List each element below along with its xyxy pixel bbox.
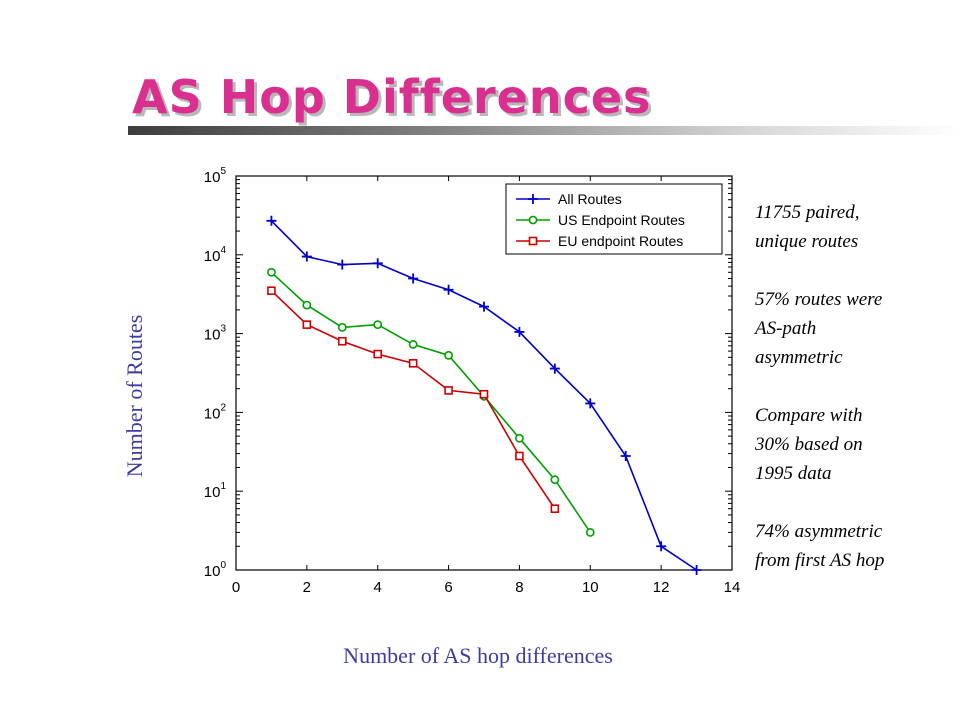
data-point-square — [528, 236, 538, 246]
note-paragraph-4: 74% asymmetric from first AS hop — [755, 517, 955, 575]
y-tick-label: 104 — [204, 245, 227, 265]
note-line: Compare with — [755, 405, 863, 426]
note-line: 30% based on — [755, 434, 863, 455]
note-paragraph-3: Compare with 30% based on 1995 data — [755, 401, 955, 488]
data-point-circle — [550, 475, 560, 485]
y-tick-label: 100 — [204, 560, 227, 580]
series-2 — [267, 267, 595, 537]
y-tick-label: 101 — [204, 481, 227, 501]
data-point-square — [302, 320, 312, 329]
note-line: from first AS hop — [755, 550, 885, 571]
notes-panel: 11755 paired, unique routes 57% routes w… — [755, 198, 955, 604]
data-point-plus — [301, 251, 312, 262]
data-point-plus — [372, 258, 383, 269]
series-3 — [267, 286, 560, 513]
note-line: 11755 paired, — [755, 202, 860, 223]
data-point-plus — [528, 194, 538, 204]
x-tick-label: 0 — [232, 579, 240, 596]
data-point-circle — [408, 339, 418, 349]
data-point-plus — [337, 259, 348, 270]
data-point-plus — [656, 541, 667, 552]
data-point-plus — [443, 284, 454, 295]
data-point-circle — [515, 433, 524, 443]
legend: All Routes US Endpoint Routes EU endpoint … — [505, 183, 723, 255]
data-point-square — [515, 451, 524, 461]
x-tick-label: 10 — [582, 579, 599, 596]
x-tick-label: 8 — [515, 579, 523, 596]
data-point-plus — [549, 363, 560, 374]
data-point-square — [479, 389, 489, 399]
legend-label: All Routes — [558, 191, 622, 207]
legend-label: EU endpoint Routes — [558, 233, 683, 249]
y-tick-label: 105 — [204, 166, 227, 186]
data-point-circle — [373, 320, 383, 330]
x-tick-label: 14 — [724, 579, 741, 596]
data-point-plus — [620, 450, 631, 461]
note-line: 1995 data — [755, 463, 832, 484]
data-point-square — [373, 349, 383, 359]
x-tick-label: 2 — [303, 579, 311, 596]
data-point-plus — [408, 273, 419, 284]
note-line: 74% asymmetric — [755, 521, 883, 542]
note-paragraph-1: 11755 paired, unique routes — [755, 198, 955, 256]
note-line: asymmetric — [755, 347, 843, 368]
data-point-circle — [444, 350, 453, 360]
x-tick-label: 4 — [374, 579, 382, 596]
x-axis-label: Number of AS hop differences — [343, 643, 613, 668]
data-point-plus — [266, 215, 277, 226]
data-point-circle — [267, 267, 276, 277]
data-point-circle — [528, 215, 538, 225]
data-point-plus — [585, 398, 596, 409]
title-underline — [128, 126, 960, 135]
data-point-square — [408, 358, 418, 368]
data-point-circle — [337, 322, 347, 332]
y-tick-label: 103 — [204, 324, 227, 344]
y-tick-label: 102 — [204, 402, 227, 422]
note-line: AS-path — [755, 318, 817, 339]
series-line — [270, 271, 591, 533]
data-point-plus — [479, 301, 489, 312]
note-paragraph-2: 57% routes were AS-path asymmetric — [755, 285, 955, 372]
data-point-square — [267, 286, 276, 296]
x-tick-label: 6 — [444, 579, 452, 596]
series-1 — [266, 215, 702, 575]
data-point-square — [550, 504, 560, 513]
legend-label: US Endpoint Routes — [558, 212, 685, 228]
x-tick-label: 12 — [653, 579, 670, 596]
note-line: 57% routes were — [755, 289, 883, 310]
data-point-square — [337, 336, 347, 346]
data-point-plus — [691, 565, 702, 575]
note-line: unique routes — [755, 231, 859, 252]
data-point-circle — [302, 300, 312, 310]
data-point-square — [444, 386, 453, 395]
data-point-circle — [585, 528, 595, 537]
slide-title: AS Hop Differences — [132, 70, 652, 124]
legend-box — [505, 183, 723, 255]
data-point-plus — [514, 326, 525, 337]
